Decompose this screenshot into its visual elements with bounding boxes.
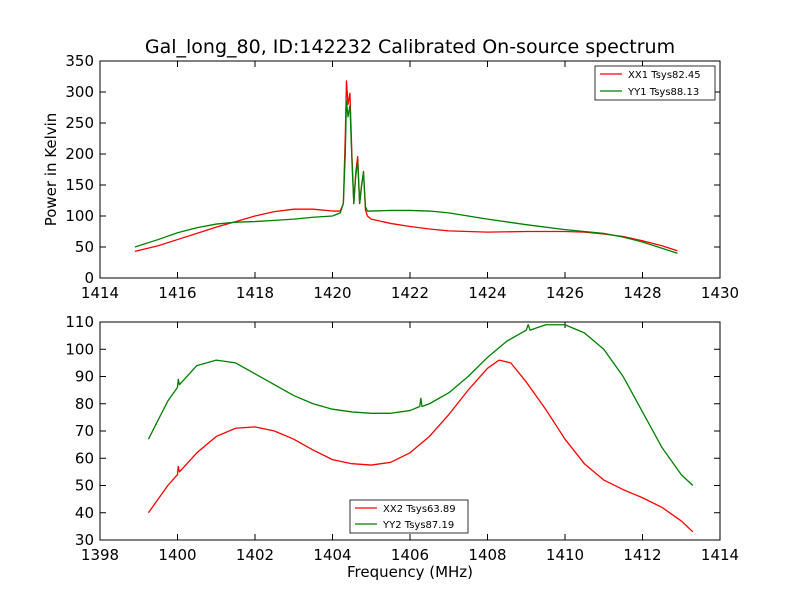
bottom-series-group (147, 324, 694, 533)
bottom-legend-label-xx2: XX2 Tsys63.89 (383, 504, 456, 515)
top-x-tick-label: 1426 (546, 284, 584, 302)
bottom-x-tick-label: 1410 (546, 546, 584, 564)
top-series-group (134, 80, 678, 254)
bottom-x-tick-label: 1414 (701, 546, 739, 564)
bottom-legend-label-yy2: YY2 Tsys87.19 (382, 520, 454, 531)
top-x-tick-label: 1414 (81, 284, 119, 302)
top-x-tick-label: 1416 (158, 284, 196, 302)
top-axis-ticks: 1414 1416 1418 1420 1422 1424 1426 1428 1430 0 50 1… (65, 52, 739, 302)
bottom-y-tick-label: 70 (75, 422, 94, 440)
bottom-y-tick-label: 40 (75, 504, 94, 522)
bottom-legend: XX2 Tsys63.89 YY2 Tsys87.19 (349, 499, 469, 534)
top-x-tick-label: 1422 (391, 284, 429, 302)
top-y-tick-label: 50 (75, 238, 94, 256)
top-legend: XX1 Tsys82.45 YY1 Tsys88.13 (594, 65, 716, 101)
top-x-tick-label: 1420 (313, 284, 351, 302)
top-y-tick-label: 250 (65, 114, 94, 132)
bottom-series-line-yy (147, 324, 694, 486)
top-x-tick-label: 1418 (236, 284, 274, 302)
bottom-y-tick-label: 90 (75, 368, 94, 386)
top-y-tick-label: 350 (65, 52, 94, 70)
bottom-x-tick-label: 1404 (313, 546, 351, 564)
top-y-tick-label: 0 (84, 269, 94, 287)
top-y-tick-label: 200 (65, 145, 94, 163)
bottom-legend-box (349, 499, 469, 534)
bottom-axis-ticks: 1398 1400 1402 1404 1406 1408 1410 1412 1414 30 40… (65, 313, 739, 564)
top-y-tick-label: 150 (65, 176, 94, 194)
bottom-x-tick-label: 1398 (81, 546, 119, 564)
top-y-tick-label: 100 (65, 207, 94, 225)
bottom-y-tick-label: 50 (75, 477, 94, 495)
bottom-x-tick-label: 1400 (158, 546, 196, 564)
bottom-x-axis-label: Frequency (MHz) (347, 563, 473, 581)
top-y-tick-label: 300 (65, 83, 94, 101)
bottom-y-tick-label: 110 (65, 313, 94, 331)
bottom-y-tick-label: 60 (75, 449, 94, 467)
bottom-y-tick-label: 100 (65, 340, 94, 358)
chart-title: Gal_long_80, ID:142232 Calibrated On-sou… (145, 36, 675, 58)
bottom-x-tick-label: 1406 (391, 546, 429, 564)
top-legend-label-xx1: XX1 Tsys82.45 (628, 70, 701, 81)
top-legend-label-yy1: YY1 Tsys88.13 (627, 87, 699, 98)
bottom-series-line-xx (147, 359, 694, 533)
bottom-x-tick-label: 1408 (468, 546, 506, 564)
top-legend-box (594, 65, 716, 101)
top-x-tick-label: 1430 (701, 284, 739, 302)
bottom-x-tick-label: 1412 (623, 546, 661, 564)
bottom-y-tick-label: 30 (75, 531, 94, 549)
top-y-axis-label: Power in Kelvin (42, 113, 60, 227)
top-series-line-yy (134, 100, 678, 254)
bottom-x-tick-label: 1402 (236, 546, 274, 564)
top-x-tick-label: 1428 (623, 284, 661, 302)
top-x-tick-label: 1424 (468, 284, 506, 302)
bottom-y-tick-label: 80 (75, 395, 94, 413)
